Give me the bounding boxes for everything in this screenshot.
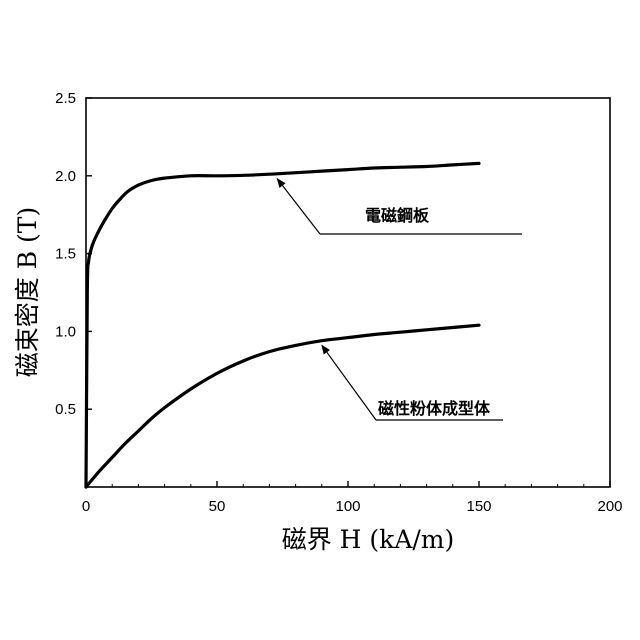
y-tick-label: 1.5 xyxy=(55,246,76,263)
y-tick-label: 2.5 xyxy=(55,90,76,107)
y-axis-title: 磁束密度 B (T) xyxy=(13,207,42,377)
annotation-arrow xyxy=(322,345,376,420)
annotations: 電磁鋼板磁性粉体成型体 xyxy=(277,179,522,420)
y-tick-label: 0.5 xyxy=(55,401,76,418)
x-tick-label: 100 xyxy=(335,498,360,515)
x-tick-label: 150 xyxy=(466,498,491,515)
axis-tick-labels: 0 50 100 150 200 0.5 1.0 1.5 2.0 2.5 xyxy=(55,90,622,515)
y-tick-label: 2.0 xyxy=(55,168,76,185)
x-tick-label: 50 xyxy=(209,498,226,515)
x-axis-title: 磁界 H (kA/m) xyxy=(282,525,455,554)
annotation-label: 磁性粉体成型体 xyxy=(378,399,491,418)
axis-ticks xyxy=(86,98,610,487)
y-tick-label: 1.0 xyxy=(55,323,76,340)
annotation-arrow xyxy=(277,179,320,234)
x-tick-label: 200 xyxy=(597,498,622,515)
annotation-1: 電磁鋼板 xyxy=(277,179,522,234)
annotation-2: 磁性粉体成型体 xyxy=(322,345,503,420)
plot-frame xyxy=(86,98,610,487)
annotation-label: 電磁鋼板 xyxy=(365,206,430,225)
x-tick-label: 0 xyxy=(82,498,90,515)
